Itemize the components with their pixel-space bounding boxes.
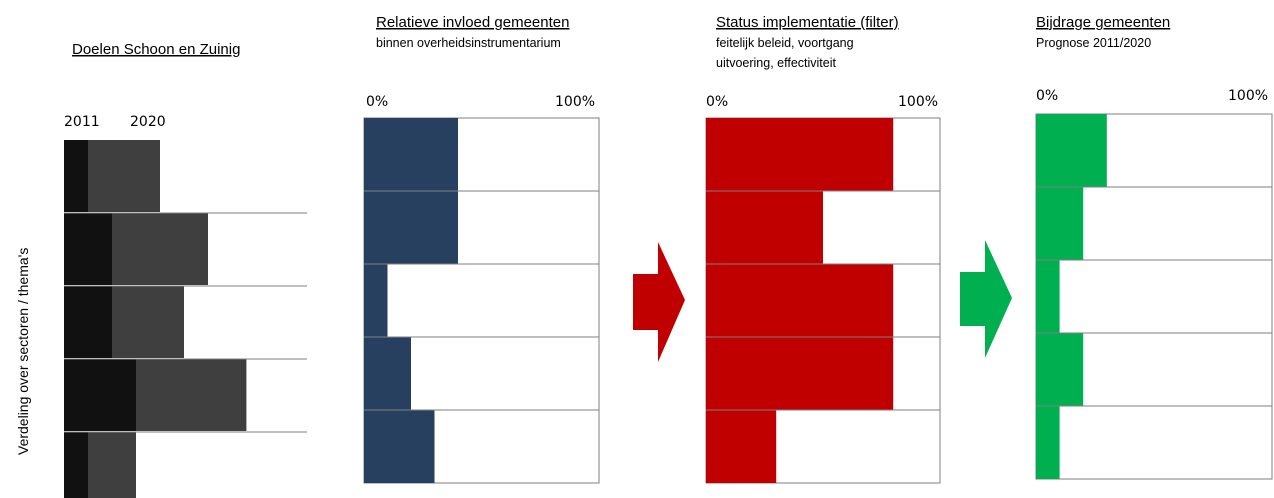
implementation-bar (706, 337, 894, 410)
goal-bar-2020 (112, 213, 208, 285)
y-axis-label: Verdeling over sectoren / thema's (15, 248, 31, 455)
influence-subtitle-1: binnen overheidsinstrumentarium (376, 36, 561, 50)
contribution-bar (1036, 187, 1084, 260)
influence-bar (364, 264, 388, 337)
arrow-right-icon (633, 242, 685, 362)
influence-bar (364, 118, 458, 191)
goal-bar-2011 (64, 432, 88, 498)
implementation-title: Status implementatie (filter) (716, 14, 899, 31)
implementation-axis-min: 0% (706, 94, 728, 110)
influence-title: Relatieve invloed gemeenten (376, 14, 569, 31)
influence-axis-min: 0% (366, 94, 388, 110)
influence-bar (364, 191, 458, 264)
goal-bar-2020 (88, 432, 136, 498)
implementation-axis-max: 100% (898, 94, 938, 110)
goal-bar-2011 (64, 286, 112, 358)
goal-bar-2020 (112, 286, 184, 358)
implementation-bar (706, 410, 777, 483)
goal-bar-2011 (64, 140, 88, 212)
influence-bar (364, 337, 411, 410)
implementation-bar (706, 191, 823, 264)
influence-bar (364, 410, 435, 483)
implementation-bar (706, 264, 894, 337)
contribution-subtitle-1: Prognose 2011/2020 (1036, 36, 1151, 50)
implementation-subtitle-2: uitvoering, effectiviteit (716, 56, 836, 70)
contribution-axis-max: 100% (1228, 88, 1268, 104)
contribution-title: Bijdrage gemeenten (1036, 14, 1170, 31)
goal-bar-2020 (88, 140, 160, 212)
goal-bar-2011 (64, 359, 136, 431)
contribution-axis-min: 0% (1036, 88, 1058, 104)
implementation-subtitle-1: feitelijk beleid, voortgang (716, 36, 854, 50)
contribution-bar (1036, 114, 1107, 187)
contribution-bar (1036, 406, 1060, 479)
goal-bar-2011 (64, 213, 112, 285)
arrow-right-icon (960, 240, 1012, 358)
contribution-bar (1036, 260, 1060, 333)
goal-bar-2020 (136, 359, 247, 431)
influence-axis-max: 100% (555, 94, 595, 110)
goals-title: Doelen Schoon en Zuinig (72, 41, 240, 58)
legend-2020: 2020 (130, 114, 166, 130)
legend-2011: 2011 (64, 114, 100, 130)
implementation-bar (706, 118, 894, 191)
contribution-bar (1036, 333, 1084, 406)
